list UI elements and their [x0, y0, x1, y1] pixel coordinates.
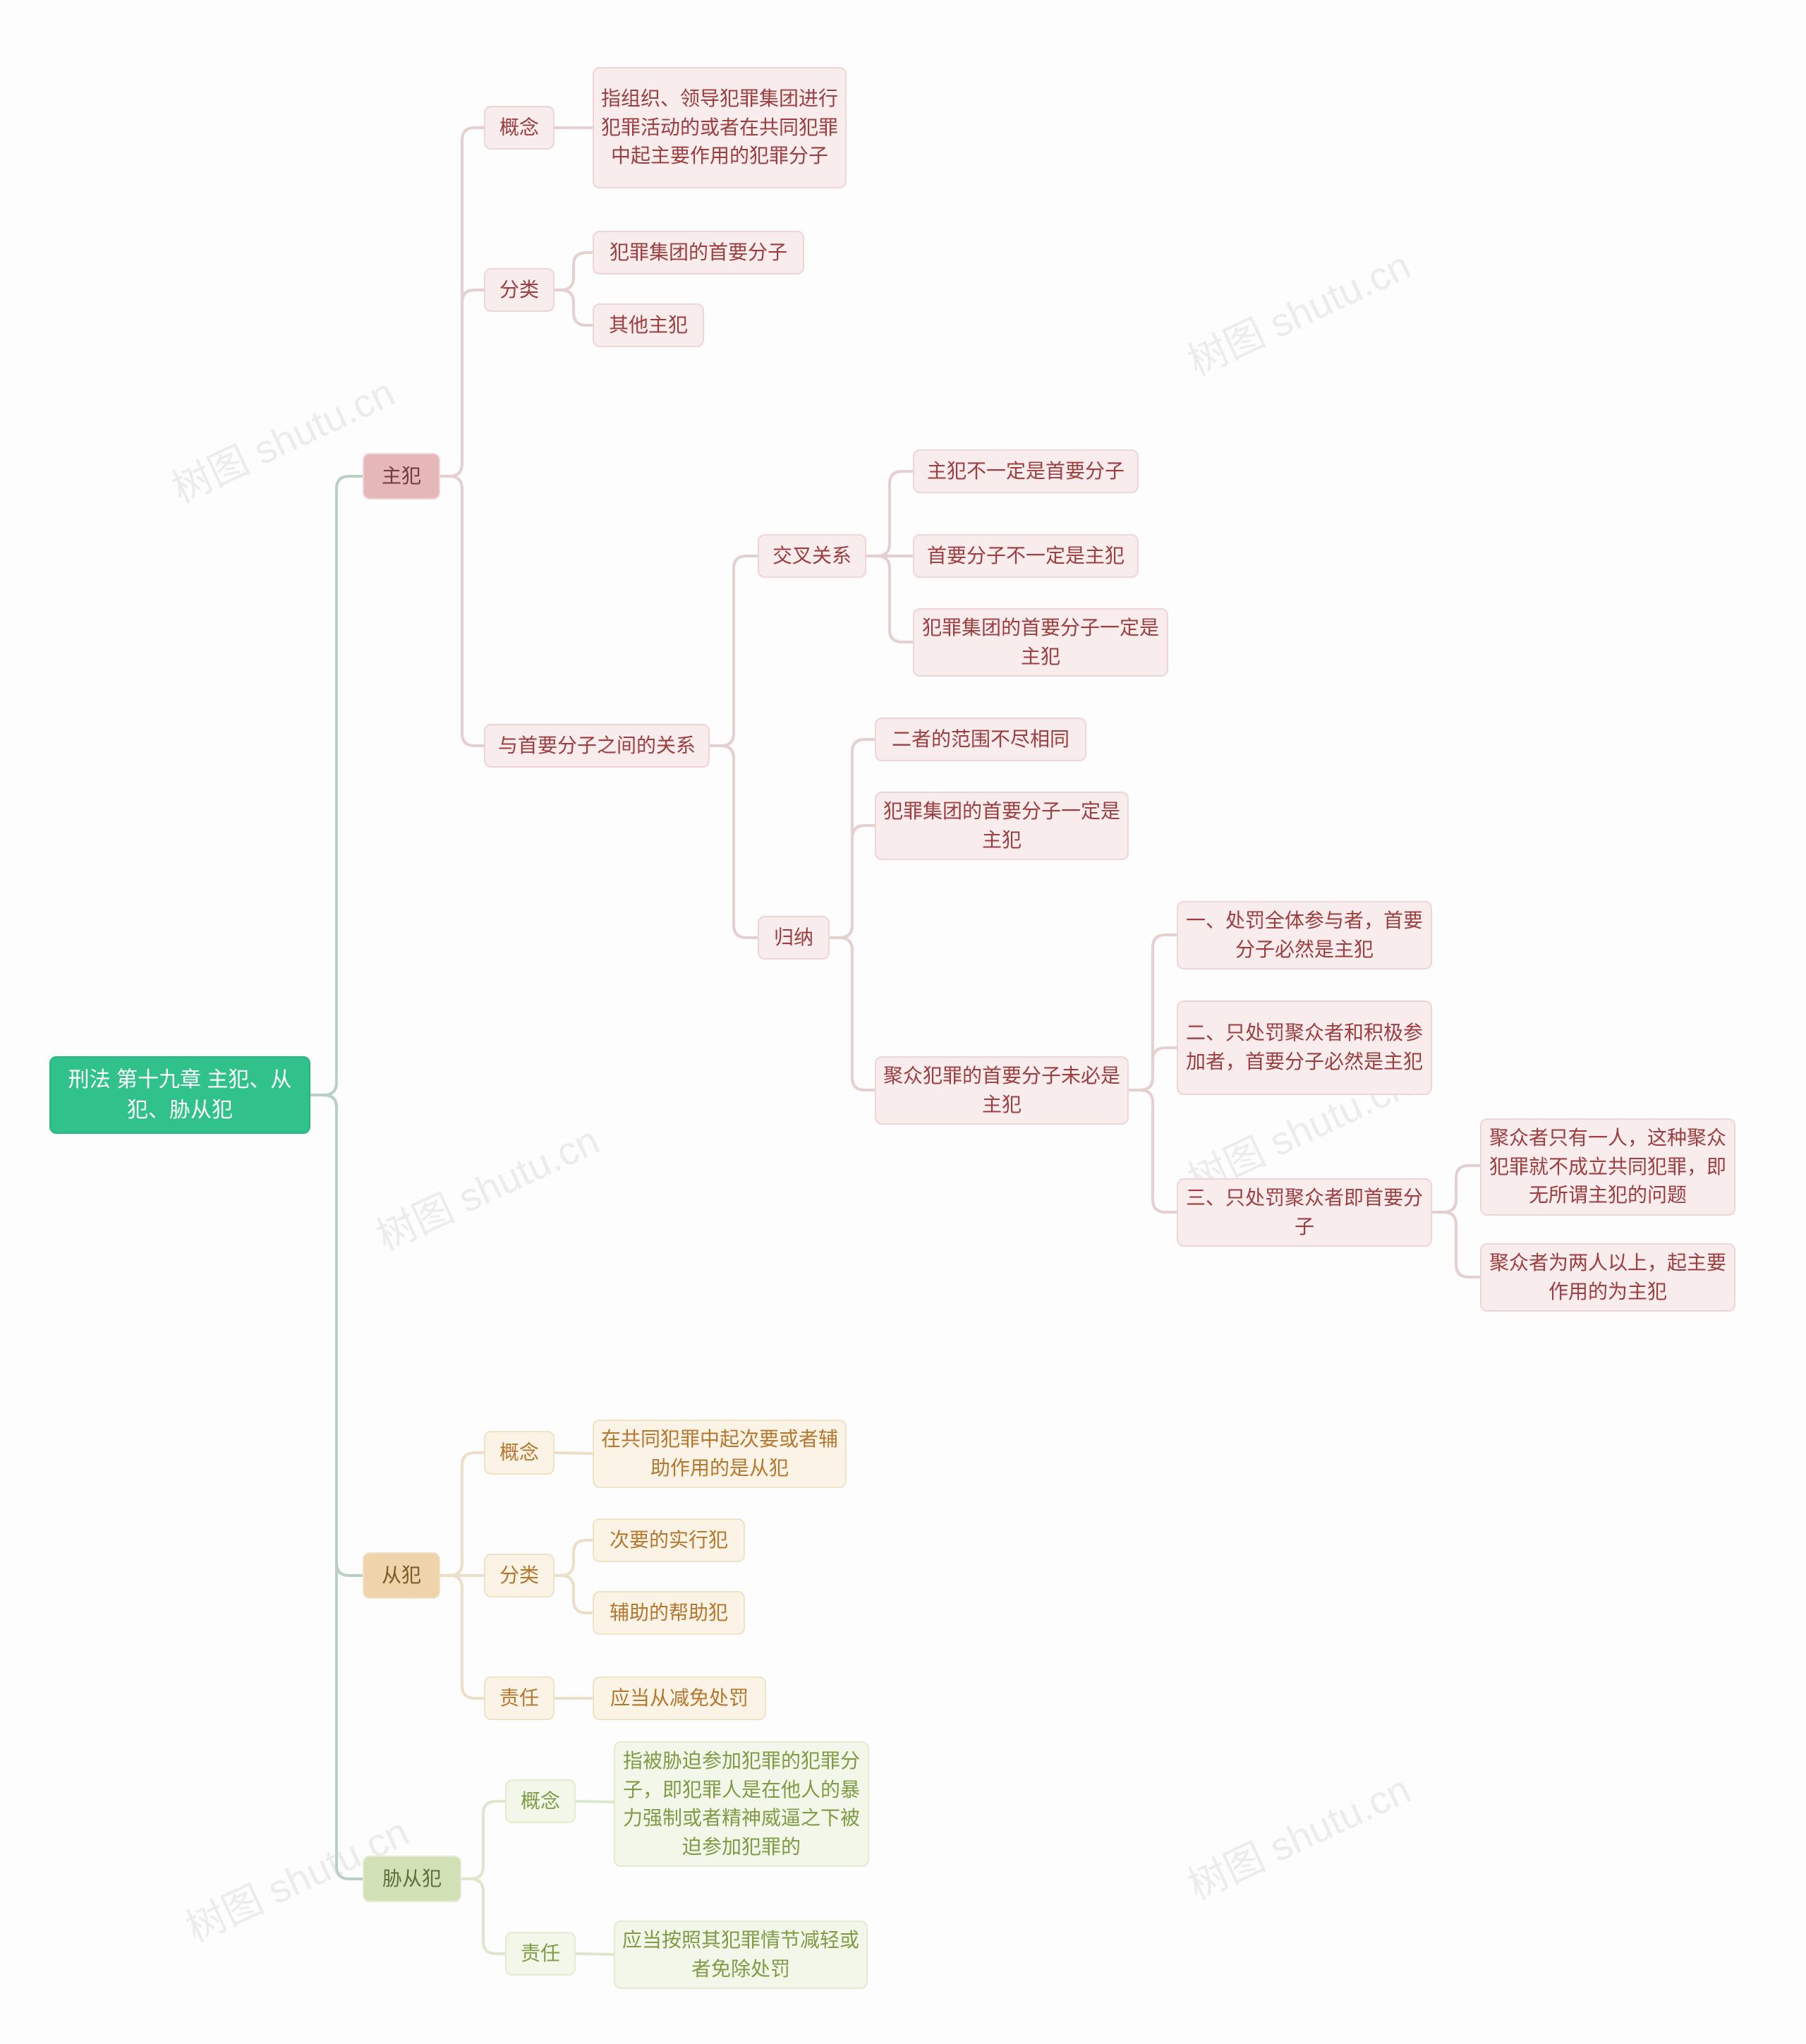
watermark: 树图 shutu.cn	[1177, 234, 1419, 387]
edge	[461, 1879, 505, 1954]
mindmap-node: 犯罪集团的首要分子一定是主犯	[913, 608, 1168, 677]
mindmap-node: 胁从犯	[363, 1856, 461, 1902]
edge	[710, 746, 758, 938]
edge	[461, 1801, 505, 1879]
edge	[440, 290, 484, 476]
mindmap-node: 其他主犯	[593, 303, 704, 347]
mindmap-node: 主犯	[363, 453, 440, 500]
edge	[440, 1576, 484, 1698]
mindmap-node: 次要的实行犯	[593, 1518, 745, 1562]
edges-layer	[0, 0, 1806, 2044]
mindmap-node: 犯罪集团的首要分子一定是主犯	[875, 792, 1129, 860]
edge	[440, 128, 484, 476]
edge	[866, 556, 913, 642]
mindmap-node: 二、只处罚聚众者和积极参加者，首要分子必然是主犯	[1177, 1000, 1432, 1095]
watermark: 树图 shutu.cn	[1177, 1758, 1419, 1911]
edge	[554, 253, 593, 290]
mindmap-node: 一、处罚全体参与者，首要分子必然是主犯	[1177, 901, 1432, 969]
mindmap-node: 与首要分子之间的关系	[484, 724, 710, 768]
edge	[440, 476, 484, 746]
mindmap-node: 分类	[484, 268, 554, 312]
mindmap-node: 聚众犯罪的首要分子未必是主犯	[875, 1056, 1129, 1125]
edge	[1432, 1212, 1480, 1277]
edge	[710, 556, 758, 746]
mindmap-node: 责任	[505, 1932, 576, 1976]
mindmap-node: 归纳	[758, 916, 830, 960]
mindmap-node: 指被胁迫参加犯罪的犯罪分子，即犯罪人是在他人的暴力强制或者精神威逼之下被迫参加犯…	[614, 1741, 869, 1867]
edge	[1129, 935, 1177, 1090]
edge	[310, 1095, 363, 1879]
mindmap-node: 概念	[505, 1779, 576, 1823]
mindmap-node: 概念	[484, 106, 554, 150]
edge	[1129, 1090, 1177, 1212]
edge	[554, 290, 593, 325]
mindmap-node: 在共同犯罪中起次要或者辅助作用的是从犯	[593, 1420, 847, 1488]
mindmap-node: 聚众者为两人以上，起主要作用的为主犯	[1480, 1243, 1735, 1312]
mindmap-node: 三、只处罚聚众者即首要分子	[1177, 1178, 1432, 1247]
edge	[576, 1801, 614, 1802]
mindmap-node: 二者的范围不尽相同	[875, 718, 1086, 761]
mindmap-node: 主犯不一定是首要分子	[913, 449, 1139, 493]
mindmap-node: 应当从减免处罚	[593, 1676, 766, 1720]
watermark: 树图 shutu.cn	[366, 1109, 607, 1262]
edge	[830, 739, 875, 938]
mindmap-node: 指组织、领导犯罪集团进行犯罪活动的或者在共同犯罪中起主要作用的犯罪分子	[593, 67, 847, 188]
edge	[1432, 1166, 1480, 1212]
mindmap-node: 责任	[484, 1676, 554, 1720]
mindmap-node: 刑法 第十九章 主犯、从犯、胁从犯	[49, 1056, 310, 1134]
edge	[830, 938, 875, 1090]
mindmap-node: 犯罪集团的首要分子	[593, 231, 804, 274]
edge	[1129, 1048, 1177, 1090]
mindmap-node: 从犯	[363, 1552, 440, 1599]
mindmap-node: 聚众者只有一人，这种聚众犯罪就不成立共同犯罪，即无所谓主犯的问题	[1480, 1118, 1735, 1216]
mindmap-node: 应当按照其犯罪情节减轻或者免除处罚	[614, 1921, 868, 1989]
edge	[440, 1453, 484, 1576]
edge	[830, 826, 875, 938]
mindmap-node: 辅助的帮助犯	[593, 1591, 745, 1635]
mindmap-canvas: 树图 shutu.cn树图 shutu.cn树图 shutu.cn树图 shut…	[0, 0, 1806, 2044]
mindmap-node: 概念	[484, 1431, 554, 1475]
mindmap-node: 交叉关系	[758, 534, 866, 578]
mindmap-node: 首要分子不一定是主犯	[913, 534, 1139, 578]
edge	[310, 476, 363, 1095]
edge	[554, 1540, 593, 1576]
mindmap-node: 分类	[484, 1554, 554, 1597]
edge	[554, 1576, 593, 1613]
edge	[866, 471, 913, 556]
edge	[310, 1095, 363, 1576]
